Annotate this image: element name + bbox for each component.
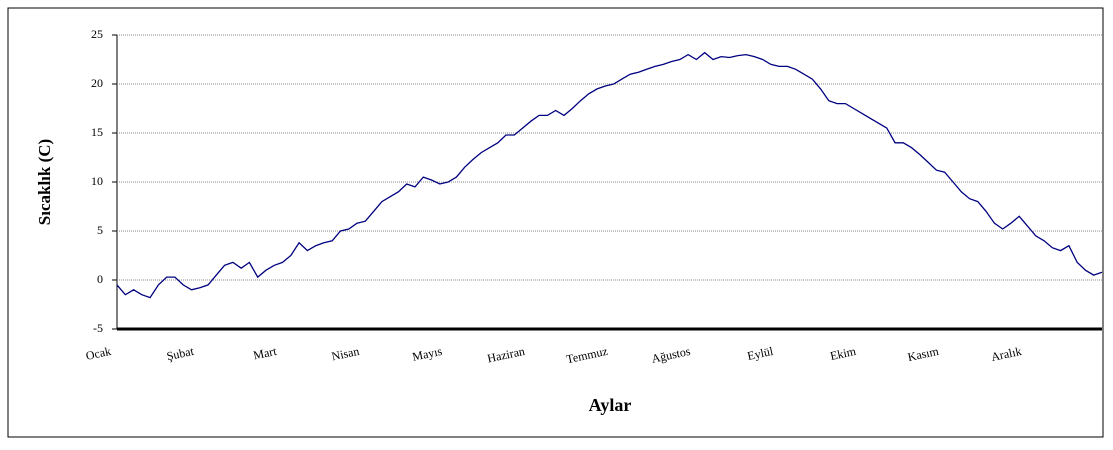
y-tick-label: 20 [91, 76, 103, 90]
x-tick-label: Şubat [165, 344, 195, 364]
y-tick-label: 5 [97, 223, 103, 237]
data-line [116, 51, 1103, 299]
x-tick-label: Ocak [85, 344, 113, 363]
y-tick-label: 0 [97, 272, 103, 286]
y-tick-label: 15 [91, 125, 103, 139]
x-tick-label: Aralık [990, 344, 1023, 364]
x-axis-title: Aylar [589, 395, 632, 415]
y-tick-label: 25 [91, 27, 103, 41]
y-axis-title: Sıcaklık (C) [35, 139, 54, 225]
chart-border [7, 7, 1104, 438]
y-tick-label: 10 [91, 174, 103, 188]
x-tick-label: Kasım [906, 344, 940, 364]
x-tick-label: Ekim [829, 344, 858, 363]
x-tick-label: Mart [252, 344, 278, 363]
x-tick-label: Eylül [746, 344, 775, 363]
x-tick-label: Nisan [330, 344, 360, 364]
x-tick-label: Mayıs [411, 344, 444, 364]
y-tick-label: -5 [93, 321, 103, 335]
